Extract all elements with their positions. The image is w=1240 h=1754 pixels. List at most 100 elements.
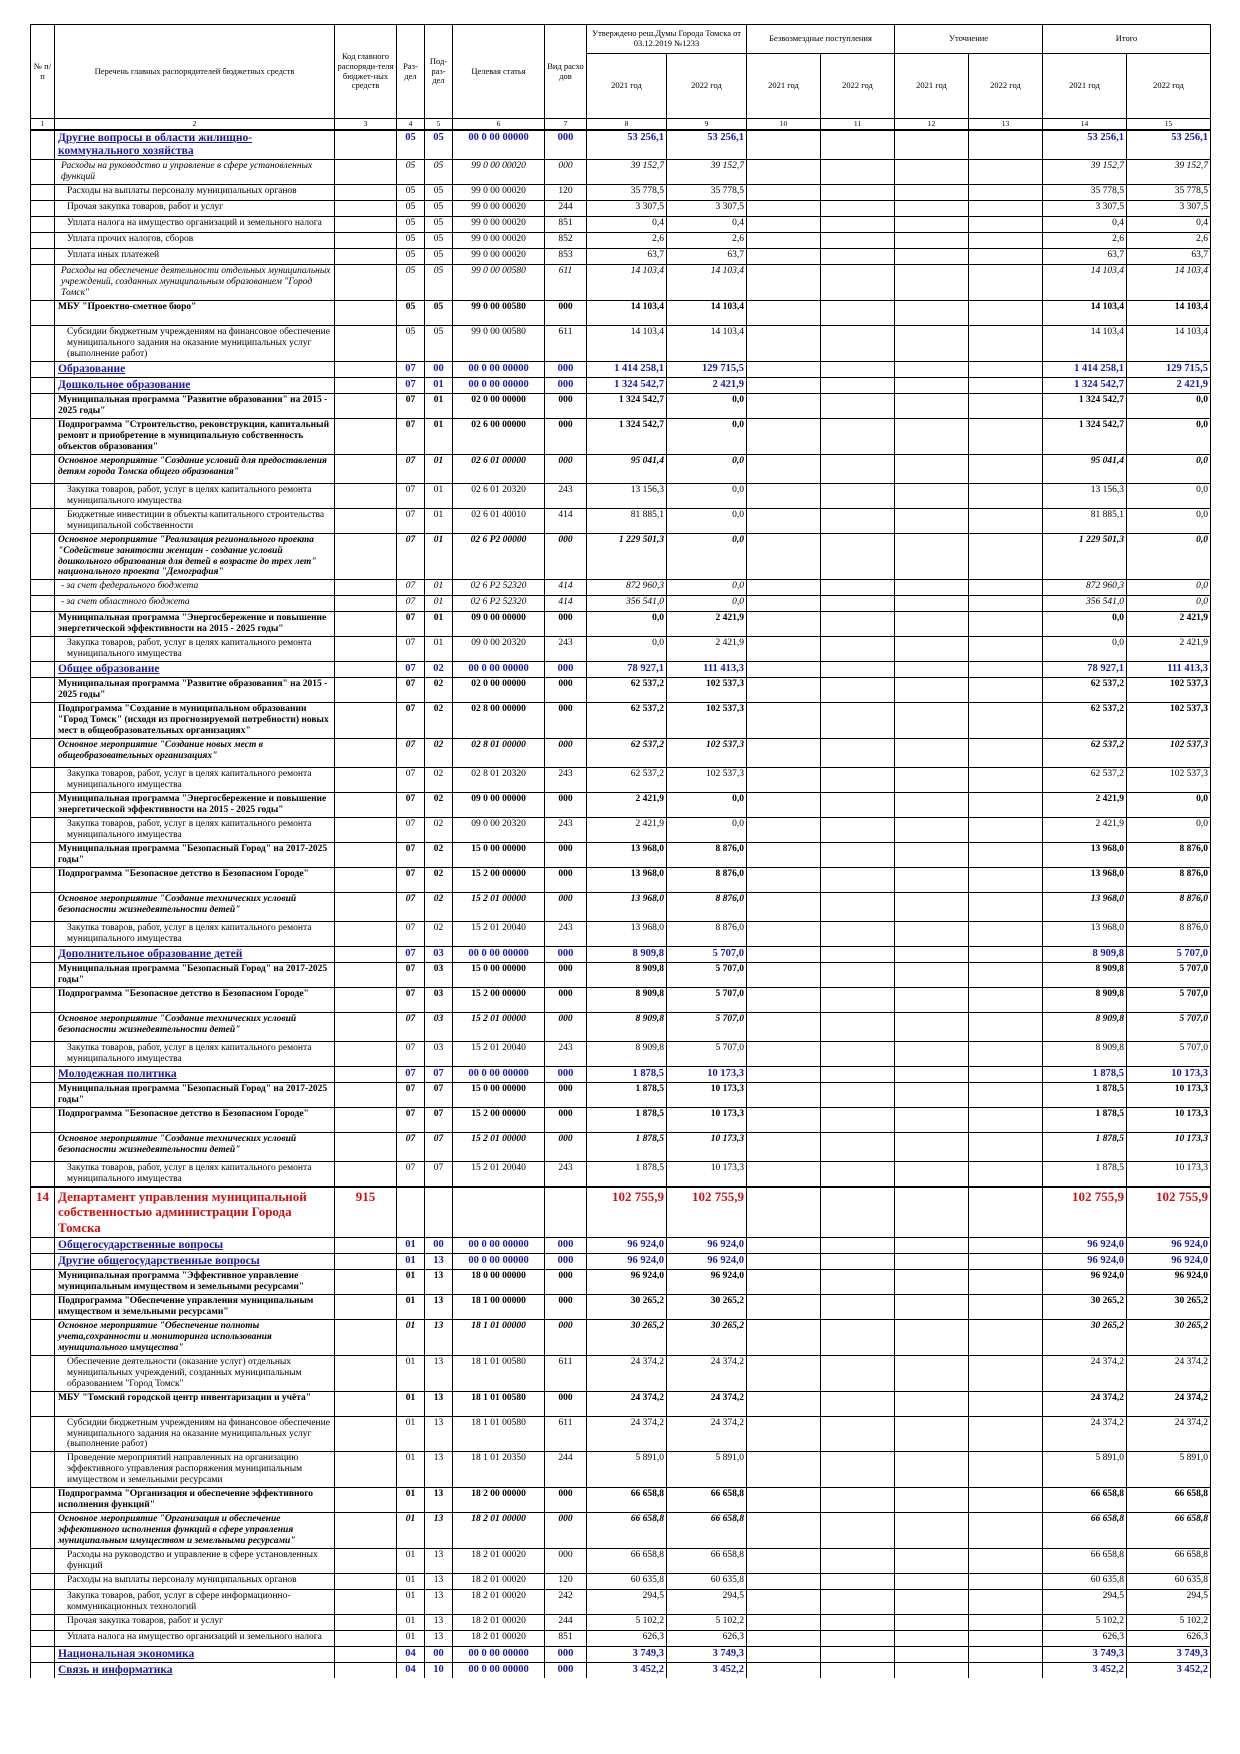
- empty-cell: [894, 1236, 970, 1254]
- table-cell: Основное мероприятие "Создание техническ…: [54, 891, 335, 922]
- table-row: Обеспечение деятельности (оказание услуг…: [30, 1354, 1212, 1392]
- empty-cell: [746, 1354, 822, 1392]
- table-cell: 05: [424, 232, 453, 249]
- table-cell: 10 173,3: [665, 1132, 748, 1162]
- table-cell: Основное мероприятие "Организация и обес…: [54, 1512, 335, 1549]
- table-cell: [334, 200, 397, 217]
- table-cell: 02 6 P2 52320: [452, 579, 545, 596]
- table-cell: 62 537,2: [1042, 738, 1128, 768]
- table-cell: 2 421,9: [1126, 636, 1212, 662]
- table-cell: 14 103,4: [1126, 325, 1212, 362]
- table-cell: [334, 232, 397, 249]
- empty-cell: [820, 677, 896, 703]
- table-cell: 05: [396, 184, 425, 201]
- column-number: 15: [1126, 118, 1212, 131]
- empty-cell: [894, 200, 970, 217]
- empty-cell: [968, 232, 1044, 249]
- table-cell: 01: [396, 1319, 425, 1356]
- empty-cell: [968, 767, 1044, 793]
- empty-cell: [894, 1294, 970, 1320]
- table-cell: [334, 507, 397, 534]
- table-cell: [334, 129, 397, 160]
- table-cell: 294,5: [1042, 1588, 1128, 1615]
- empty-cell: [820, 1011, 896, 1042]
- empty-cell: [968, 360, 1044, 378]
- budget-table: № п/п Перечень главных распорядителей бю…: [30, 24, 1212, 1679]
- empty-cell: [746, 129, 822, 160]
- table-cell: 000: [544, 1236, 587, 1254]
- table-cell: Муниципальная программа "Безопасный Горо…: [54, 961, 335, 988]
- table-cell: Муниципальная программа "Энергосбережени…: [54, 611, 335, 637]
- table-cell: 243: [544, 767, 587, 793]
- table-cell: 244: [544, 1613, 587, 1631]
- table-cell: [396, 1185, 425, 1238]
- table-cell: 24 374,2: [1126, 1390, 1212, 1417]
- table-cell: 102 755,9: [1042, 1185, 1128, 1238]
- table-cell: МБУ "Томский городской центр инвентариза…: [54, 1390, 335, 1417]
- table-cell: 99 0 00 00020: [452, 248, 545, 265]
- table-cell: 2 421,9: [586, 792, 667, 818]
- empty-cell: [968, 1082, 1044, 1108]
- table-cell: 000: [544, 129, 587, 160]
- empty-cell: [746, 1132, 822, 1162]
- table-cell: 2 421,9: [665, 377, 748, 394]
- table-cell: [334, 184, 397, 201]
- table-cell: 8 909,8: [586, 1011, 667, 1042]
- table-cell: 2,6: [1042, 232, 1128, 249]
- table-cell: 244: [544, 200, 587, 217]
- table-cell: 111 413,3: [1126, 661, 1212, 678]
- empty-cell: [746, 767, 822, 793]
- table-cell: 5 891,0: [1042, 1451, 1128, 1488]
- table-cell: 15 0 00 00000: [452, 961, 545, 988]
- table-cell: 000: [544, 377, 587, 394]
- table-row: Подпрограмма "Безопасное детство в Безоп…: [30, 1107, 1212, 1133]
- empty-cell: [894, 1132, 970, 1162]
- empty-cell: [820, 200, 896, 217]
- table-cell: 915: [334, 1185, 397, 1238]
- table-cell: 05: [396, 200, 425, 217]
- empty-cell: [968, 1161, 1044, 1187]
- empty-cell: [746, 841, 822, 868]
- table-cell: 07: [396, 377, 425, 394]
- table-body: Другие вопросы в области жилищно-коммуна…: [30, 129, 1212, 1679]
- empty-cell: [746, 1512, 822, 1549]
- table-cell: 04: [396, 1645, 425, 1663]
- table-cell: 000: [544, 702, 587, 739]
- table-cell: 3 749,3: [665, 1645, 748, 1663]
- table-cell: 8 876,0: [1126, 841, 1212, 868]
- table-cell: Основное мероприятие "Обеспечение полнот…: [54, 1319, 335, 1356]
- table-cell: [30, 1011, 55, 1042]
- empty-cell: [968, 532, 1044, 580]
- table-cell: 243: [544, 1161, 587, 1187]
- table-cell: 102 755,9: [1126, 1185, 1212, 1238]
- table-cell: 96 924,0: [665, 1236, 748, 1254]
- empty-cell: [820, 532, 896, 580]
- empty-cell: [894, 817, 970, 843]
- table-cell: 13 968,0: [586, 866, 667, 893]
- table-cell: - за счет федерального бюджета: [54, 579, 335, 596]
- table-cell: 39 152,7: [1042, 159, 1128, 185]
- table-cell: Расходы на руководство и управление в сф…: [54, 1547, 335, 1574]
- table-cell: 07: [396, 636, 425, 662]
- empty-cell: [968, 216, 1044, 233]
- table-cell: [334, 738, 397, 768]
- table-cell: 0,0: [665, 483, 748, 509]
- table-cell: 8 909,8: [586, 945, 667, 963]
- table-cell: 07: [396, 1011, 425, 1042]
- table-cell: 30 265,2: [1126, 1319, 1212, 1356]
- table-cell: [544, 1185, 587, 1238]
- table-cell: [334, 1512, 397, 1549]
- empty-cell: [894, 1613, 970, 1631]
- empty-cell: [820, 1185, 896, 1238]
- empty-cell: [968, 891, 1044, 922]
- table-cell: 62 537,2: [586, 702, 667, 739]
- table-row: Расходы на выплаты персоналу муниципальн…: [30, 1572, 1212, 1590]
- table-cell: 13 968,0: [1042, 866, 1128, 893]
- table-cell: 01: [396, 1629, 425, 1647]
- table-cell: 10: [424, 1661, 453, 1679]
- table-cell: 24 374,2: [1126, 1354, 1212, 1392]
- table-cell: 05: [396, 248, 425, 265]
- table-cell: 611: [544, 264, 587, 301]
- table-cell: [334, 483, 397, 509]
- header-cell: Раз-дел: [396, 24, 425, 119]
